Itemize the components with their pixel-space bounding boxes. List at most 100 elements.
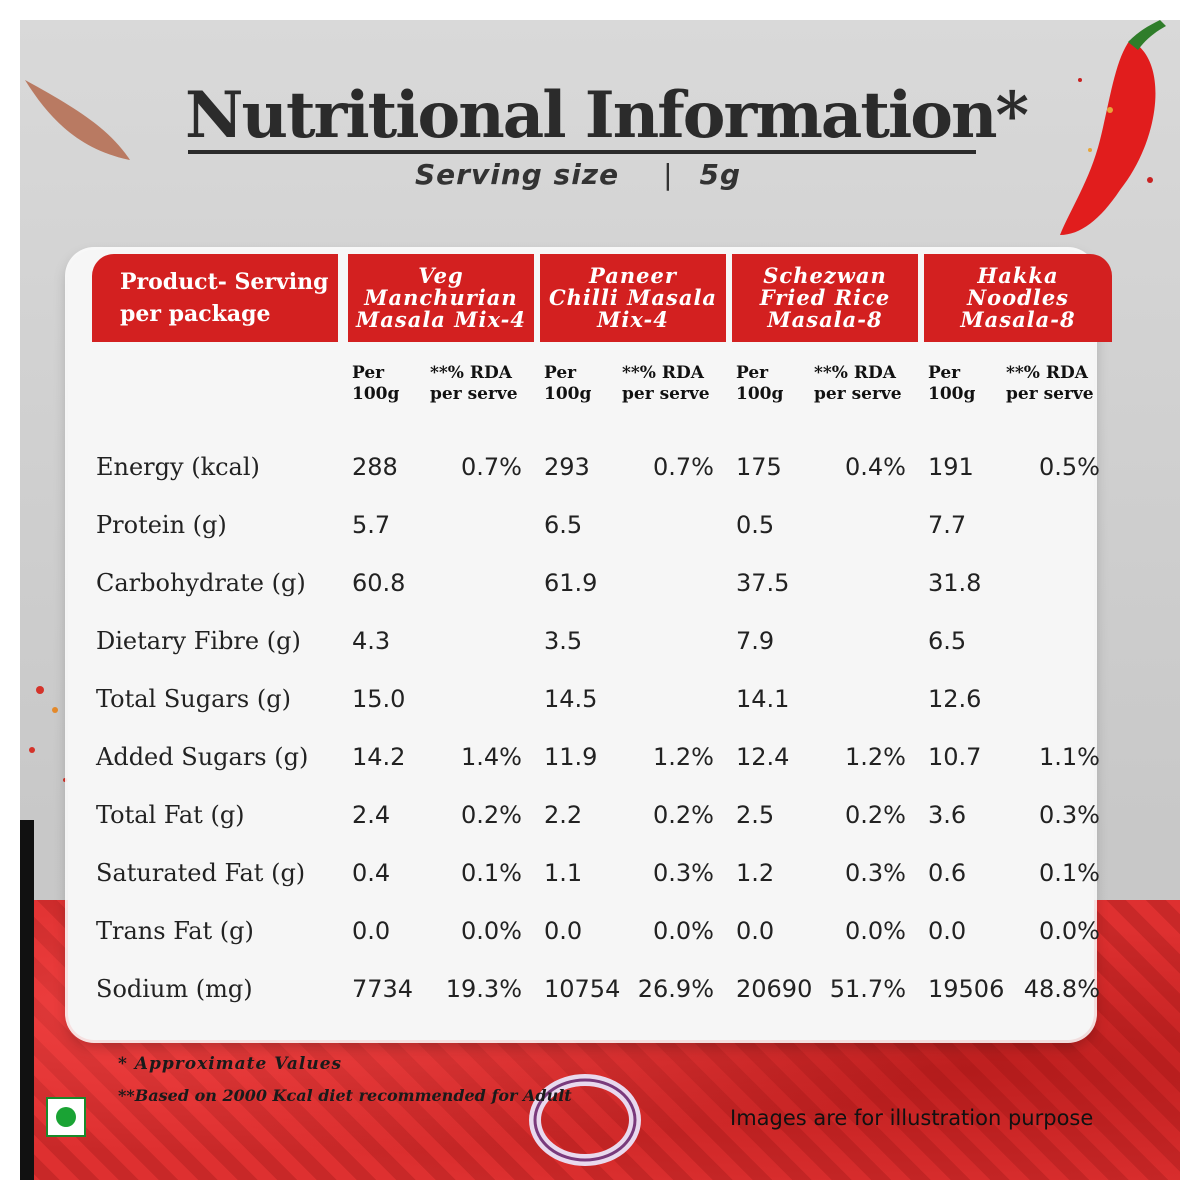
value-per-100g: 0.4 (352, 859, 391, 887)
nutrient-label: Sodium (mg) (96, 975, 253, 1003)
value-per-100g: 12.6 (928, 685, 982, 713)
value-per-100g: 0.0 (928, 917, 967, 945)
value-per-100g: 2.5 (736, 801, 775, 829)
header-product-serving-label: Product- Serving per package (120, 269, 329, 327)
value-per-100g: 31.8 (928, 569, 982, 597)
subheader-rda-per-serve: **% RDA per serve (622, 363, 710, 404)
value-rda-per-serve: 1.2% (845, 743, 906, 771)
value-rda-per-serve: 0.7% (461, 453, 522, 481)
value-per-100g: 0.5 (736, 511, 775, 539)
value-per-100g: 20690 (736, 975, 813, 1003)
value-per-100g: 0.6 (928, 859, 967, 887)
value-per-100g: 0.0 (736, 917, 775, 945)
product-name: Hakka Noodles Masala-8 (960, 263, 1076, 332)
value-rda-per-serve: 0.2% (845, 801, 906, 829)
nutrient-label: Total Fat (g) (96, 801, 245, 829)
value-per-100g: 12.4 (736, 743, 790, 771)
nutrition-table-card (68, 250, 1094, 1040)
header-product-serving: Product- Serving per package (92, 254, 338, 342)
value-per-100g: 61.9 (544, 569, 598, 597)
veg-symbol-icon (46, 1097, 86, 1137)
serving-value: 5g (699, 158, 742, 191)
value-per-100g: 15.0 (352, 685, 406, 713)
header-product-2: Paneer Chilli Masala Mix-4 (540, 254, 726, 342)
value-per-100g: 4.3 (352, 627, 391, 655)
subheader-per-100g: Per 100g (736, 363, 784, 404)
value-per-100g: 6.5 (544, 511, 583, 539)
page-title: Nutritional Information* (185, 78, 1029, 153)
value-per-100g: 37.5 (736, 569, 790, 597)
value-rda-per-serve: 19.3% (445, 975, 522, 1003)
header-product-1: Veg Manchurian Masala Mix-4 (348, 254, 534, 342)
serving-label: Serving size (415, 158, 620, 191)
value-per-100g: 10.7 (928, 743, 982, 771)
value-per-100g: 19506 (928, 975, 1005, 1003)
value-rda-per-serve: 0.3% (845, 859, 906, 887)
nutrient-label: Trans Fat (g) (96, 917, 254, 945)
value-rda-per-serve: 0.1% (1039, 859, 1100, 887)
footnote-rda-basis: **Based on 2000 Kcal diet recommended fo… (118, 1086, 572, 1105)
value-per-100g: 191 (928, 453, 974, 481)
value-rda-per-serve: 0.0% (1039, 917, 1100, 945)
chilli-illustration (1060, 20, 1166, 235)
nutrient-label: Dietary Fibre (g) (96, 627, 301, 655)
value-rda-per-serve: 0.0% (653, 917, 714, 945)
product-name: Schezwan Fried Rice Masala-8 (759, 263, 891, 332)
value-per-100g: 3.5 (544, 627, 583, 655)
value-per-100g: 288 (352, 453, 398, 481)
value-per-100g: 0.0 (544, 917, 583, 945)
subheader-per-100g: Per 100g (928, 363, 976, 404)
value-per-100g: 293 (544, 453, 590, 481)
subheader-per-100g: Per 100g (352, 363, 400, 404)
value-per-100g: 14.1 (736, 685, 790, 713)
serving-size: Serving size | 5g (415, 158, 741, 191)
nutrient-label: Saturated Fat (g) (96, 859, 306, 887)
value-rda-per-serve: 0.7% (653, 453, 714, 481)
product-name: Paneer Chilli Masala Mix-4 (548, 263, 718, 332)
veg-dot (56, 1107, 76, 1127)
value-rda-per-serve: 48.8% (1023, 975, 1100, 1003)
value-rda-per-serve: 0.0% (845, 917, 906, 945)
title-text: Nutritional Information (185, 78, 997, 153)
header-product-4: Hakka Noodles Masala-8 (924, 254, 1112, 342)
product-name: Veg Manchurian Masala Mix-4 (356, 263, 526, 332)
title-asterisk: * (995, 78, 1028, 153)
spice-leaf-illustration (25, 80, 130, 160)
subheader-rda-per-serve: **% RDA per serve (814, 363, 902, 404)
nutrient-label: Carbohydrate (g) (96, 569, 306, 597)
value-rda-per-serve: 0.0% (461, 917, 522, 945)
value-per-100g: 11.9 (544, 743, 598, 771)
nutrient-label: Protein (g) (96, 511, 227, 539)
value-rda-per-serve: 0.3% (653, 859, 714, 887)
value-per-100g: 6.5 (928, 627, 967, 655)
subheader-rda-per-serve: **% RDA per serve (1006, 363, 1094, 404)
nutrient-label: Total Sugars (g) (96, 685, 291, 713)
nutrient-label: Added Sugars (g) (96, 743, 309, 771)
value-per-100g: 7.7 (928, 511, 967, 539)
value-rda-per-serve: 0.2% (461, 801, 522, 829)
spice-specks (29, 686, 67, 782)
title-underline (188, 150, 976, 154)
value-rda-per-serve: 1.4% (461, 743, 522, 771)
value-rda-per-serve: 51.7% (829, 975, 906, 1003)
value-per-100g: 14.5 (544, 685, 598, 713)
onion-ring-illustration (529, 1074, 641, 1166)
value-rda-per-serve: 0.5% (1039, 453, 1100, 481)
value-rda-per-serve: 0.3% (1039, 801, 1100, 829)
value-per-100g: 0.0 (352, 917, 391, 945)
value-per-100g: 3.6 (928, 801, 967, 829)
footnote-approximate: * Approximate Values (118, 1054, 343, 1074)
value-per-100g: 2.4 (352, 801, 391, 829)
value-rda-per-serve: 0.4% (845, 453, 906, 481)
illustration-disclaimer: Images are for illustration purpose (730, 1106, 1094, 1130)
value-rda-per-serve: 0.2% (653, 801, 714, 829)
header-product-3: Schezwan Fried Rice Masala-8 (732, 254, 918, 342)
value-per-100g: 7734 (352, 975, 414, 1003)
serving-separator: | (663, 158, 674, 191)
value-per-100g: 7.9 (736, 627, 775, 655)
value-rda-per-serve: 1.1% (1039, 743, 1100, 771)
value-per-100g: 14.2 (352, 743, 406, 771)
value-per-100g: 175 (736, 453, 782, 481)
value-per-100g: 1.2 (736, 859, 775, 887)
value-per-100g: 60.8 (352, 569, 406, 597)
